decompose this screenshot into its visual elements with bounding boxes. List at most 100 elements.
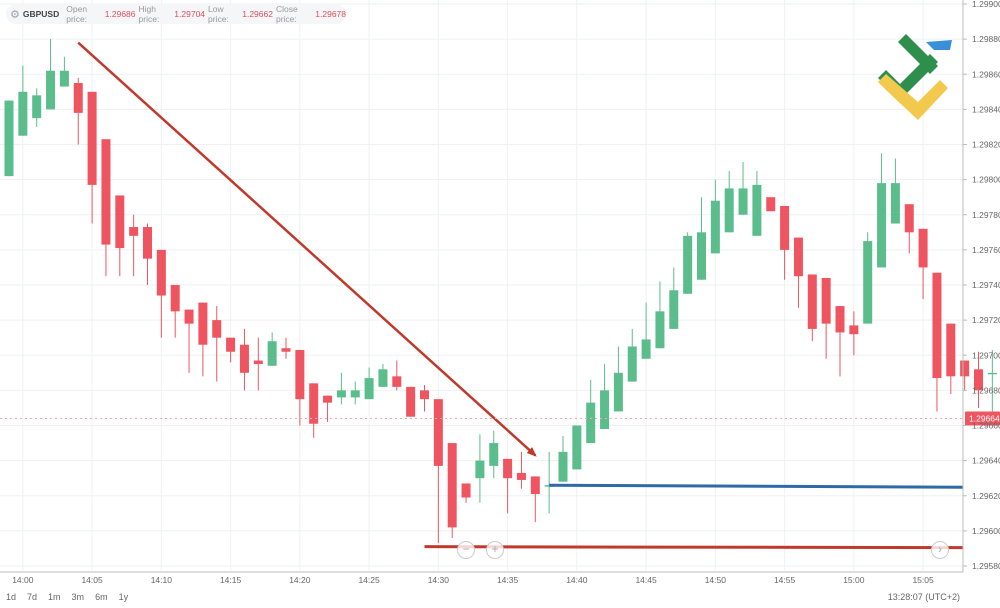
candle-up bbox=[59, 70, 69, 87]
period-1d[interactable]: 1d bbox=[6, 592, 17, 602]
support-line-red bbox=[424, 545, 964, 550]
candle-down bbox=[253, 360, 263, 365]
candle-up bbox=[987, 372, 997, 375]
brand-logo bbox=[878, 34, 952, 120]
y-tick-label: 1.29600 bbox=[972, 526, 1000, 536]
period-selector: 1d 7d 1m 3m 6m 1y bbox=[6, 592, 139, 602]
candle-down bbox=[309, 383, 319, 424]
candle-up bbox=[738, 188, 748, 215]
candle-down bbox=[143, 227, 152, 259]
open-label: Open price: bbox=[66, 4, 88, 24]
candle-up bbox=[877, 183, 887, 268]
gear-icon[interactable]: ⚙ bbox=[10, 8, 20, 21]
x-tick-label: 14:40 bbox=[566, 575, 588, 585]
candle-down bbox=[974, 369, 983, 391]
period-3m[interactable]: 3m bbox=[71, 592, 85, 602]
low-value: 1.29662 bbox=[242, 9, 273, 19]
x-tick-label: 14:55 bbox=[774, 575, 796, 585]
candle-up bbox=[600, 390, 610, 430]
zoom-in-button[interactable]: + bbox=[486, 541, 504, 559]
candles bbox=[4, 39, 997, 544]
period-7d[interactable]: 7d bbox=[27, 592, 38, 602]
symbol-label: GBPUSD bbox=[22, 9, 60, 19]
y-tick-label: 1.29800 bbox=[972, 175, 1000, 185]
x-tick-label: 14:00 bbox=[12, 575, 34, 585]
candle-down bbox=[212, 320, 222, 338]
y-tick-label: 1.29820 bbox=[972, 140, 1000, 150]
candle-down bbox=[807, 274, 817, 329]
drawings: 1.29664 bbox=[0, 41, 1000, 550]
candle-up bbox=[627, 346, 637, 382]
y-tick-label: 1.29680 bbox=[972, 385, 1000, 395]
candle-down bbox=[295, 349, 305, 400]
candle-up bbox=[683, 235, 693, 294]
x-tick-label: 14:10 bbox=[151, 575, 173, 585]
candle-down bbox=[129, 227, 139, 236]
y-tick-label: 1.29760 bbox=[972, 245, 1000, 255]
candle-down bbox=[447, 443, 457, 528]
x-tick-label: 14:30 bbox=[428, 575, 450, 585]
candle-down bbox=[932, 272, 942, 379]
period-1m[interactable]: 1m bbox=[48, 592, 61, 602]
candle-up bbox=[336, 390, 346, 398]
candle-down bbox=[530, 476, 540, 494]
period-1y[interactable]: 1y bbox=[118, 592, 129, 602]
y-tick-label: 1.29640 bbox=[972, 456, 1000, 466]
ohlc-info-bar: ⚙ GBPUSD Open price: 1.29686 High price:… bbox=[6, 4, 346, 24]
y-tick-label: 1.29780 bbox=[972, 210, 1000, 220]
last-price-tag bbox=[965, 411, 1000, 426]
trend-arrow bbox=[77, 41, 537, 457]
candle-up bbox=[4, 100, 14, 177]
candle-down bbox=[87, 91, 97, 185]
y-tick-label: 1.29720 bbox=[972, 315, 1000, 325]
scroll-right-button[interactable]: › bbox=[931, 541, 949, 559]
open-value: 1.29686 bbox=[104, 9, 136, 19]
period-6m[interactable]: 6m bbox=[95, 592, 108, 602]
x-tick-label: 15:05 bbox=[912, 575, 934, 585]
candle-down bbox=[433, 399, 443, 466]
candle-up bbox=[32, 95, 42, 119]
candle-up bbox=[863, 241, 873, 324]
candle-up bbox=[586, 402, 596, 444]
candle-up bbox=[350, 390, 360, 398]
candle-up bbox=[489, 443, 499, 466]
candle-up bbox=[752, 184, 762, 236]
candle-down bbox=[281, 348, 291, 352]
y-tick-label: 1.29700 bbox=[972, 350, 1000, 360]
candle-down bbox=[323, 395, 333, 403]
candle-up bbox=[655, 311, 665, 349]
high-label: High price: bbox=[138, 4, 160, 24]
candle-down bbox=[946, 323, 956, 377]
candle-up bbox=[724, 188, 734, 233]
candle-up bbox=[890, 183, 900, 224]
candle-down bbox=[406, 386, 416, 417]
candle-down bbox=[821, 277, 831, 324]
candle-up bbox=[697, 232, 706, 280]
x-tick-label: 14:35 bbox=[497, 575, 519, 585]
y-tick-label: 1.29900 bbox=[972, 0, 1000, 9]
close-label: Close price: bbox=[275, 4, 298, 24]
candle-up bbox=[475, 460, 485, 479]
candle-down bbox=[461, 483, 471, 498]
y-tick-label: 1.29660 bbox=[972, 421, 1000, 431]
candle-down bbox=[184, 309, 194, 324]
candle-up bbox=[378, 369, 388, 387]
candle-down bbox=[156, 249, 166, 296]
x-tick-label: 15:00 bbox=[843, 575, 865, 585]
x-tick-label: 14:45 bbox=[635, 575, 657, 585]
candle-down bbox=[835, 306, 845, 333]
candle-down bbox=[198, 302, 208, 345]
x-tick-label: 14:20 bbox=[289, 575, 311, 585]
candle-up bbox=[669, 290, 679, 329]
candle-down bbox=[849, 325, 859, 335]
zoom-out-button[interactable]: − bbox=[457, 541, 475, 559]
y-tick-label: 1.29880 bbox=[972, 34, 1000, 44]
grid bbox=[0, 0, 963, 570]
candle-down bbox=[101, 139, 111, 245]
candle-up bbox=[558, 451, 568, 482]
candle-down bbox=[918, 228, 928, 268]
y-tick-label: 1.29860 bbox=[972, 69, 1000, 79]
x-tick-label: 14:25 bbox=[358, 575, 380, 585]
candle-down bbox=[780, 205, 790, 250]
